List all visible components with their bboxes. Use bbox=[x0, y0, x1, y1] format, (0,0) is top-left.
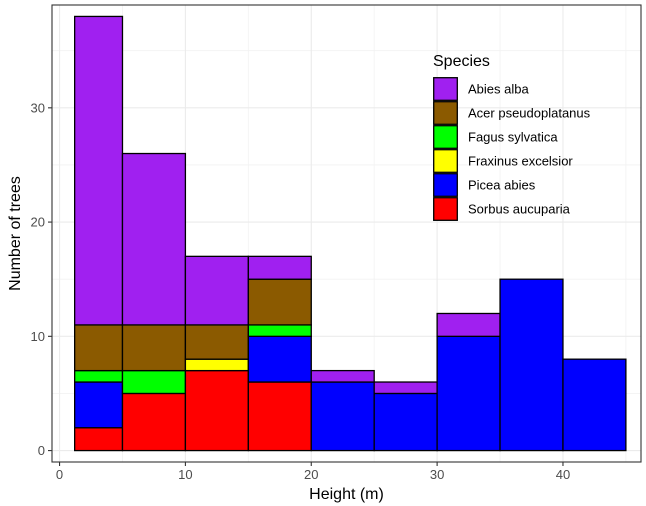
axes-layer: 0 10 20 30 40 0 10 20 30 Height (m) Number of tree… bbox=[7, 4, 642, 503]
bar-segment bbox=[121, 152, 187, 326]
bar-segment bbox=[184, 358, 249, 372]
bar-segment bbox=[310, 381, 375, 452]
bar-segment bbox=[247, 278, 312, 326]
legend-swatch bbox=[433, 77, 458, 101]
bar-segment bbox=[436, 312, 501, 337]
bar-segment bbox=[247, 335, 312, 383]
y-axis-title: Number of trees bbox=[7, 176, 24, 291]
x-tick-label: 20 bbox=[304, 467, 318, 482]
bar-segment bbox=[121, 392, 187, 452]
bar-segment bbox=[74, 15, 124, 326]
legend-swatch bbox=[433, 101, 458, 125]
bar-segment bbox=[184, 324, 249, 360]
legend-label: Abies alba bbox=[468, 82, 529, 97]
bar-segment bbox=[121, 369, 187, 395]
bar-segment bbox=[247, 255, 312, 280]
x-tick-label: 40 bbox=[556, 467, 570, 482]
x-axis-title: Height (m) bbox=[309, 486, 384, 503]
bar-segment bbox=[74, 369, 124, 383]
bar-segment bbox=[373, 381, 438, 395]
bar-segment bbox=[184, 369, 249, 452]
y-tick-label: 30 bbox=[31, 100, 45, 115]
x-tick-label: 0 bbox=[56, 467, 63, 482]
bar-segment bbox=[74, 324, 124, 372]
y-tick-label: 20 bbox=[31, 215, 45, 230]
bar-segment bbox=[74, 381, 124, 429]
legend-swatch bbox=[433, 197, 458, 221]
legend-label: Fagus sylvatica bbox=[468, 130, 558, 145]
bar-segment bbox=[373, 392, 438, 452]
y-tick-label: 0 bbox=[38, 443, 45, 458]
legend-swatch bbox=[433, 173, 458, 197]
bar-segment bbox=[74, 427, 124, 452]
panel-border bbox=[51, 4, 642, 463]
bar-segment bbox=[310, 369, 375, 383]
x-tick-label: 30 bbox=[430, 467, 444, 482]
bars-layer bbox=[74, 15, 627, 452]
bar-segment bbox=[499, 278, 564, 452]
bar-segment bbox=[247, 324, 312, 337]
bar-segment bbox=[121, 324, 187, 372]
legend-label: Sorbus aucuparia bbox=[468, 202, 571, 217]
y-tick-label: 10 bbox=[31, 329, 45, 344]
legend-swatch bbox=[433, 125, 458, 149]
legend-label: Acer pseudoplatanus bbox=[468, 106, 591, 121]
x-tick-label: 10 bbox=[178, 467, 192, 482]
legend-title: Species bbox=[433, 53, 490, 70]
bar-segment bbox=[562, 358, 627, 452]
legend-swatch bbox=[433, 149, 458, 173]
legend-label: Fraxinus excelsior bbox=[468, 154, 573, 169]
legend-label: Picea abies bbox=[468, 178, 536, 193]
bar-segment bbox=[184, 255, 249, 326]
legend: Species Abies alba Acer pseudoplatanus Fagu… bbox=[433, 53, 591, 221]
bar-segment bbox=[436, 335, 501, 452]
bar-segment bbox=[247, 381, 312, 452]
